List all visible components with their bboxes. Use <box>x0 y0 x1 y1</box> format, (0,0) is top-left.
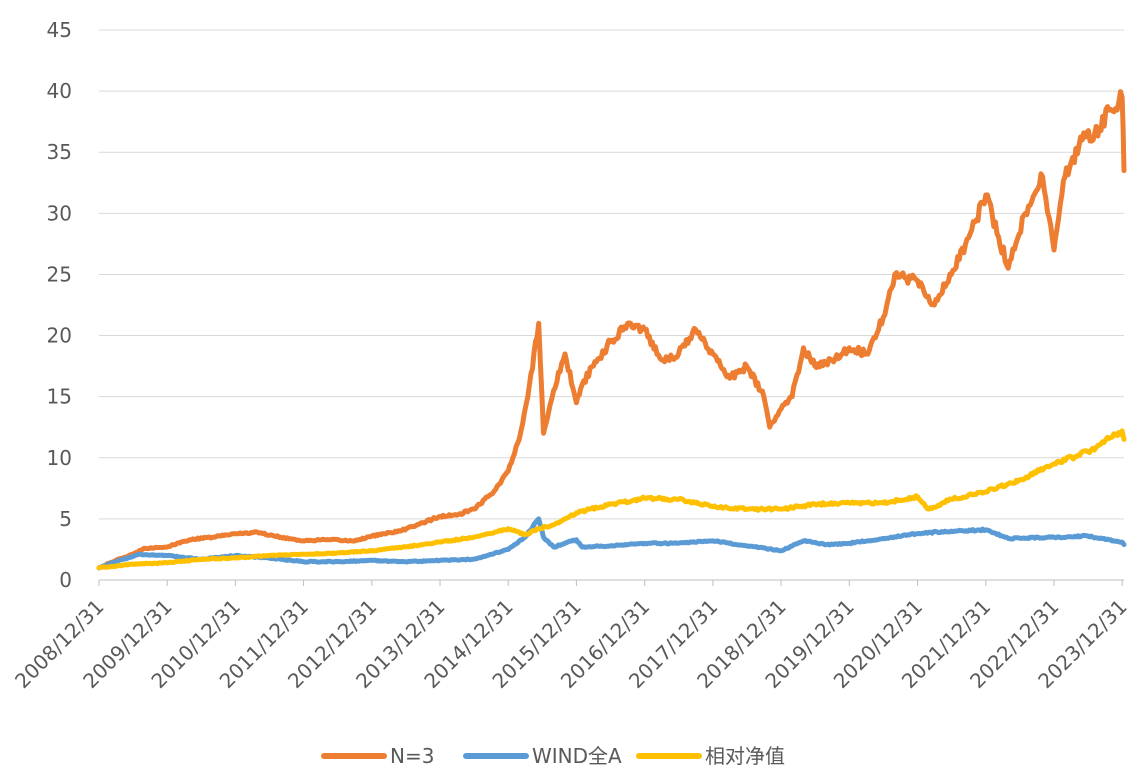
y-tick-label: 15 <box>47 385 72 409</box>
gridlines <box>99 29 1124 581</box>
y-tick-label: 35 <box>47 140 72 164</box>
y-tick-label: 30 <box>47 201 72 225</box>
legend-label: 相对净值 <box>705 744 785 768</box>
y-tick-label: 5 <box>59 507 72 531</box>
y-tick-label: 0 <box>59 568 72 592</box>
y-tick-label: 45 <box>47 18 72 42</box>
series-line <box>96 516 1127 571</box>
y-tick-label: 20 <box>47 324 72 348</box>
legend-label: WIND全A <box>532 744 622 768</box>
y-tick-label: 25 <box>47 262 72 286</box>
y-axis: 0 5 10 15 20 25 30 35 40 45 <box>47 18 72 592</box>
y-tick-label: 40 <box>47 79 72 103</box>
y-tick-label: 10 <box>47 446 72 470</box>
series-lines <box>96 89 1127 571</box>
legend-label: N=3 <box>390 744 434 768</box>
x-axis: 2008/12/312009/12/312010/12/312011/12/31… <box>10 579 1132 693</box>
series-line <box>96 89 1127 571</box>
legend: N=3 WIND全A 相对净值 <box>321 744 785 768</box>
series-line <box>96 428 1127 571</box>
